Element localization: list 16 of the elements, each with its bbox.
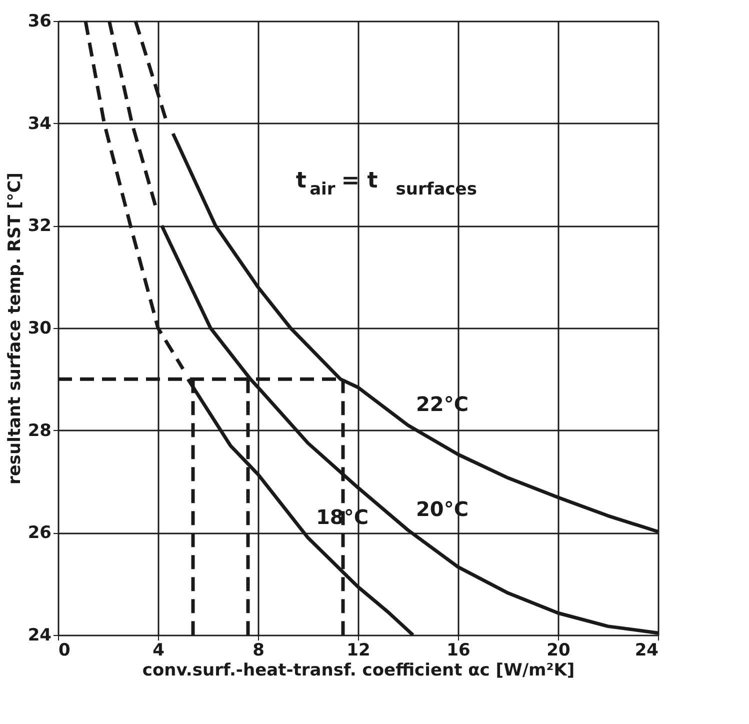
x-tick-label: 0 [58, 640, 70, 660]
x-tick-label: 8 [252, 640, 264, 660]
x-tick-label: 12 [346, 640, 370, 660]
x-axis-title: conv.surf.-heat-transf. coefficient αc [W/m²K] [142, 660, 575, 680]
x-tick-label: 20 [546, 640, 570, 660]
y-tick-label: 30 [28, 318, 52, 338]
y-tick-label: 36 [28, 12, 52, 32]
y-tick-label: 32 [28, 216, 52, 236]
x-tick-label: 4 [152, 640, 165, 660]
y-tick-label: 34 [28, 114, 52, 134]
y-tick-label: 26 [28, 523, 52, 544]
x-tick-label: 16 [446, 640, 470, 660]
y-tick-label: 24 [28, 626, 52, 646]
y-axis-title: resultant surface temp. RST [°C] [4, 172, 25, 484]
y-tick-label: 28 [28, 420, 52, 441]
x-tick-label: 24 [634, 640, 659, 660]
